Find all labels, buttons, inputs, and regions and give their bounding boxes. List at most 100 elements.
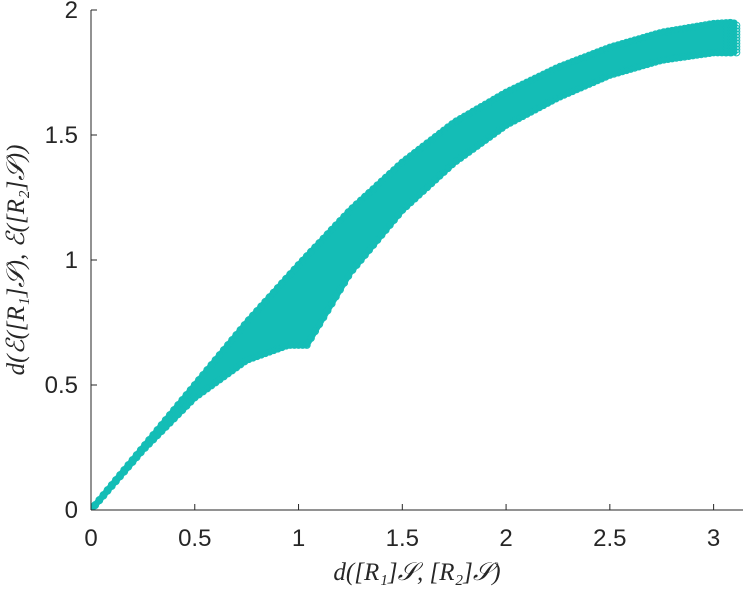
- scatter-point: [473, 105, 481, 114]
- scatter-point: [622, 38, 631, 47]
- scatter-point: [518, 80, 527, 89]
- scatter-point: [269, 346, 278, 355]
- scatter-point: [257, 350, 266, 359]
- scatter-point: [560, 90, 569, 99]
- scatter-point: [257, 302, 266, 311]
- scatter-point: [136, 448, 145, 457]
- scatter-point: [701, 49, 710, 58]
- scatter-point: [282, 341, 290, 350]
- scatter-point: [688, 23, 697, 32]
- x-tick-label: 3: [707, 525, 720, 552]
- scatter-point: [718, 19, 726, 28]
- scatter-point: [551, 64, 560, 73]
- scatter-point: [489, 95, 498, 104]
- scatter-point: [261, 349, 270, 358]
- scatter-point: [539, 70, 548, 79]
- scatter-point: [659, 28, 668, 37]
- y-tick-label: 0.5: [45, 372, 78, 399]
- scatter-point: [394, 211, 403, 219]
- scatter-point: [132, 453, 141, 462]
- scatter-point: [464, 110, 473, 118]
- scatter-point: [705, 49, 714, 57]
- scatter-point: [506, 118, 515, 127]
- scatter-point: [643, 32, 652, 41]
- scatter-point: [634, 62, 643, 71]
- scatter-point: [290, 265, 299, 274]
- scatter-point: [626, 65, 635, 73]
- scatter-point: [589, 78, 598, 87]
- scatter-point: [597, 74, 606, 83]
- scatter-point: [514, 114, 523, 123]
- scatter-point: [120, 467, 129, 476]
- scatter-point: [236, 326, 245, 334]
- scatter-point: [547, 66, 556, 75]
- scatter-point: [556, 62, 564, 71]
- scatter-point: [165, 418, 174, 427]
- scatter-point: [485, 98, 494, 106]
- scatter-point: [510, 84, 519, 93]
- scatter-point: [369, 241, 378, 249]
- scatter-point: [618, 40, 627, 48]
- scatter-point: [456, 115, 465, 123]
- scatter-point: [535, 103, 544, 112]
- scatter-point: [182, 402, 191, 410]
- scatter-point: [253, 307, 261, 315]
- scatter-point: [543, 68, 552, 77]
- y-tick-label: 1: [65, 247, 78, 274]
- scatter-point: [518, 112, 527, 121]
- scatter-point: [705, 20, 714, 29]
- scatter-point: [659, 55, 668, 64]
- scatter-point: [664, 27, 672, 36]
- scatter-point: [713, 48, 722, 57]
- scatter-point: [709, 48, 718, 57]
- scatter-point: [732, 21, 741, 30]
- scatter-point: [377, 231, 386, 239]
- scatter-point: [112, 477, 120, 486]
- scatter-point: [576, 54, 585, 63]
- scatter-point: [684, 52, 693, 60]
- scatter-point: [697, 50, 706, 59]
- scatter-point: [477, 103, 486, 111]
- x-tick-label: 1: [292, 525, 305, 552]
- scatter-point: [452, 117, 461, 126]
- scatter-point: [307, 334, 315, 342]
- scatter-point: [676, 25, 685, 34]
- scatter-point: [157, 421, 166, 429]
- scatter-point: [630, 36, 639, 45]
- scatter-point: [348, 266, 357, 274]
- scatter-point: [153, 431, 162, 440]
- scatter-point: [240, 321, 249, 329]
- scatter-point: [373, 236, 382, 244]
- x-axis-label: d([R₁]𝒮, [R₂]𝒮): [333, 559, 500, 586]
- y-tick-label: 2: [65, 0, 78, 24]
- scatter-point: [639, 34, 647, 42]
- scatter-point: [331, 221, 340, 230]
- scatter-point: [203, 366, 212, 374]
- scatter-point: [693, 51, 701, 59]
- scatter-point: [655, 56, 664, 65]
- scatter-point: [539, 101, 548, 110]
- scatter-point: [668, 54, 677, 63]
- scatter-point: [651, 57, 660, 66]
- scatter-point: [365, 246, 374, 254]
- scatter-point: [99, 491, 108, 500]
- scatter-point: [593, 48, 602, 57]
- scatter-point: [294, 261, 303, 269]
- scatter-band: [91, 19, 738, 510]
- scatter-point: [481, 100, 490, 109]
- scatter-point: [265, 347, 274, 356]
- scatter-point: [639, 61, 647, 70]
- scatter-point: [684, 24, 693, 32]
- scatter-point: [273, 344, 282, 353]
- x-tick-label: 1.5: [386, 525, 419, 552]
- scatter-point: [128, 458, 137, 466]
- scatter-point: [228, 336, 237, 344]
- scatter-point: [522, 78, 531, 87]
- scatter-point: [323, 230, 332, 239]
- scatter-point: [327, 299, 336, 308]
- scatter-point: [95, 496, 104, 505]
- scatter-point: [506, 86, 515, 95]
- scatter-point: [676, 53, 685, 62]
- scatter-point: [460, 112, 469, 121]
